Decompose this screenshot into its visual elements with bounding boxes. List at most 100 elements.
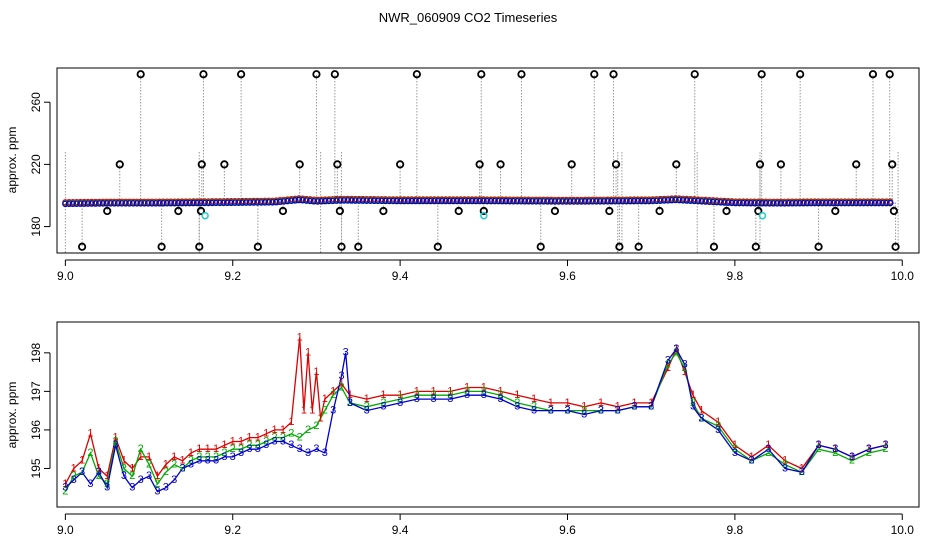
top-series-point xyxy=(344,197,352,204)
bottom-series-marker: 3 xyxy=(330,405,336,417)
bottom-series-marker: 1 xyxy=(715,416,721,428)
top-flagged-point xyxy=(330,70,339,79)
bottom-series-marker: 3 xyxy=(230,451,236,463)
top-series-point xyxy=(450,197,457,205)
bottom-x-tick-label: 9.6 xyxy=(559,523,576,537)
bottom-series-marker: 2 xyxy=(288,428,294,440)
bottom-series-marker: 1 xyxy=(581,401,587,413)
bottom-series-marker: 3 xyxy=(313,443,319,455)
top-flagged-point xyxy=(814,242,823,251)
top-series-point xyxy=(796,199,803,207)
bottom-series-marker: 1 xyxy=(732,439,738,451)
top-series-point xyxy=(581,198,589,205)
top-flagged-point xyxy=(891,242,900,251)
bottom-series-marker: 3 xyxy=(514,401,520,413)
top-series-point xyxy=(544,198,551,205)
top-series-point xyxy=(792,199,800,207)
top-series-point xyxy=(408,197,416,205)
top-flagged-point xyxy=(479,206,488,216)
top-flagged-point xyxy=(536,242,545,251)
top-series-point xyxy=(849,199,856,207)
bottom-series-marker: 1 xyxy=(188,447,194,459)
bottom-series-marker: 2 xyxy=(631,401,637,413)
bottom-series-marker: 1 xyxy=(866,443,872,455)
top-series-point xyxy=(600,198,608,205)
top-series-point xyxy=(762,200,770,207)
bottom-series-marker: 3 xyxy=(431,393,437,405)
top-flagged-point xyxy=(333,160,342,169)
bottom-series-marker: 2 xyxy=(338,381,344,393)
bottom-series-marker: 3 xyxy=(548,405,554,417)
top-flagged-point xyxy=(295,160,304,169)
top-series-point xyxy=(171,199,178,207)
bottom-series-marker: 2 xyxy=(154,478,160,490)
top-series-point xyxy=(401,197,408,205)
top-flagged-point xyxy=(412,70,421,79)
bottom-series-marker: 1 xyxy=(313,366,319,378)
bottom-series-marker: 2 xyxy=(464,385,470,397)
bottom-series-marker: 2 xyxy=(280,432,286,444)
top-series-point xyxy=(732,199,739,207)
bottom-series-marker: 3 xyxy=(347,397,353,409)
top-series-point xyxy=(370,197,378,205)
top-series-point xyxy=(480,197,487,205)
top-series-point xyxy=(559,198,566,205)
bottom-series-line xyxy=(64,337,886,485)
top-series-point xyxy=(314,198,321,205)
top-series-point xyxy=(593,198,600,205)
top-series-point xyxy=(698,198,706,205)
bottom-series-marker: 2 xyxy=(96,470,102,482)
top-series-point xyxy=(306,197,314,205)
bottom-series-marker: 2 xyxy=(732,443,738,455)
top-series-point xyxy=(804,199,811,207)
bottom-series-marker: 1 xyxy=(179,455,185,467)
top-flagged-point xyxy=(196,206,206,216)
top-series-point xyxy=(811,199,819,207)
bottom-series-marker: 1 xyxy=(832,443,838,455)
bottom-series-marker: 1 xyxy=(673,343,679,355)
top-series-point xyxy=(427,197,434,205)
top-y-tick-label: 260 xyxy=(29,92,43,112)
top-flagged-point xyxy=(634,242,643,251)
bottom-series-marker: 3 xyxy=(715,424,721,436)
bottom-series-marker: 2 xyxy=(121,462,127,474)
bottom-series-marker: 1 xyxy=(447,385,453,397)
bottom-series-marker: 2 xyxy=(665,358,671,370)
top-series-point xyxy=(77,200,84,207)
bottom-y-tick-label: 196 xyxy=(29,420,43,440)
top-series-point xyxy=(69,200,77,208)
bottom-series-marker: 3 xyxy=(364,405,370,417)
bottom-series-marker: 2 xyxy=(272,432,278,444)
top-series-point xyxy=(261,199,269,206)
top-series-point xyxy=(397,197,404,205)
top-x-tick-label: 9.2 xyxy=(224,269,241,283)
top-series-point xyxy=(472,197,480,205)
bottom-series-marker: 1 xyxy=(163,459,169,471)
top-flagged-point xyxy=(335,206,344,216)
bottom-series-marker: 2 xyxy=(531,401,537,413)
top-series-point xyxy=(178,199,186,207)
top-drop-lines xyxy=(64,74,899,253)
top-series-point xyxy=(96,200,103,207)
top-series-point xyxy=(702,198,709,205)
top-series-point xyxy=(389,197,397,205)
top-series-point xyxy=(295,196,303,204)
bottom-series-marker: 3 xyxy=(816,439,822,451)
top-flagged-point xyxy=(475,160,484,169)
top-y-axis: 180 220 260 xyxy=(29,92,51,237)
bottom-series-marker: 2 xyxy=(104,478,110,490)
bottom-series-marker: 1 xyxy=(297,331,303,343)
top-series-point xyxy=(611,198,619,205)
bottom-y-axis: 195 196 197 198 xyxy=(29,343,51,478)
top-flagged-point xyxy=(174,206,183,216)
bottom-series-marker: 2 xyxy=(380,397,386,409)
bottom-series-marker: 3 xyxy=(71,474,77,486)
bottom-series-marker: 2 xyxy=(179,462,185,474)
top-x-tick-label: 9.8 xyxy=(727,269,744,283)
top-series-point xyxy=(141,200,148,207)
bottom-series-marker: 2 xyxy=(221,447,227,459)
bottom-series-marker: 3 xyxy=(882,439,888,451)
top-series-point xyxy=(99,200,107,207)
top-series-point xyxy=(431,197,438,205)
top-series-point xyxy=(879,199,886,207)
